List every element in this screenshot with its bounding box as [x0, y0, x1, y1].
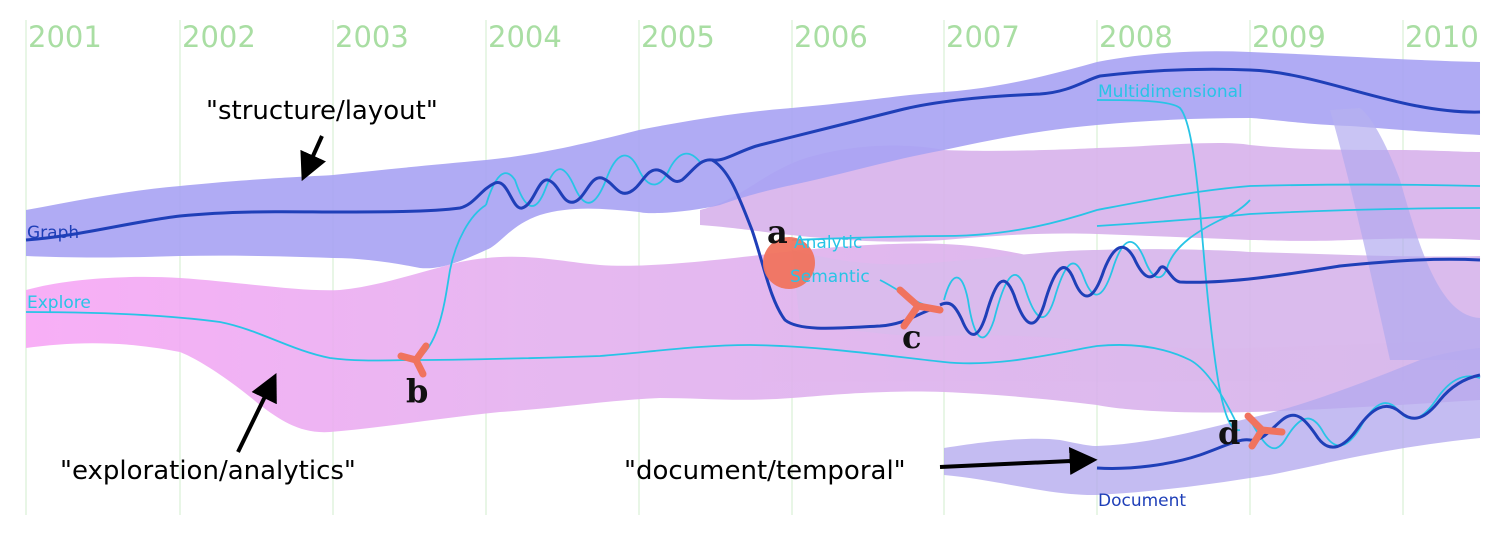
annotation-document: "document/temporal" [624, 456, 906, 486]
topic-label-graph: Graph [27, 223, 79, 243]
topic-label-document: Document [1098, 491, 1186, 511]
explore-line [25, 311, 1236, 421]
year-label: 2010 [1405, 20, 1479, 54]
topic-label-multidimensional: Multidimensional [1098, 82, 1243, 102]
document-wave-light [1249, 375, 1481, 450]
year-label: 2002 [182, 20, 256, 54]
arrow-structure [300, 135, 326, 182]
arrow-exploration [236, 372, 277, 453]
event-marker-a-circle [763, 237, 815, 289]
event-letter-a: a [767, 213, 788, 251]
split-marker-c [896, 286, 944, 330]
year-labels: 2001 2002 2003 2004 2005 2006 2007 2008 … [28, 20, 1479, 54]
split-marker-b [397, 342, 430, 378]
split-marker-d [1244, 412, 1286, 450]
graph-wave-light [485, 152, 701, 207]
year-label: 2008 [1099, 20, 1173, 54]
document-line [1096, 373, 1481, 470]
topic-label-analytic: Analytic [794, 233, 862, 253]
year-label: 2009 [1252, 20, 1326, 54]
year-label: 2006 [794, 20, 868, 54]
semantic-wave-light [943, 199, 1251, 339]
dark-topic-lines [25, 67, 1481, 470]
annotation-exploration: "exploration/analytics" [60, 456, 356, 486]
analytic-line [791, 183, 1481, 241]
graph-to-analytic [711, 158, 931, 330]
year-label: 2007 [946, 20, 1020, 54]
graph-band [26, 51, 1480, 269]
explore-branch-up [415, 204, 487, 361]
topic-label-semantic: Semantic [790, 267, 870, 287]
arrow-document [939, 447, 1098, 476]
year-label: 2005 [641, 20, 715, 54]
topic-label-explore: Explore [27, 293, 91, 313]
multidimensional-band [1330, 108, 1480, 360]
year-label: 2001 [28, 20, 102, 54]
year-label: 2004 [488, 20, 562, 54]
multidimensional-line [1096, 99, 1241, 431]
event-letter-b: b [406, 372, 428, 410]
graph-line [25, 67, 1481, 242]
semantic-wave-dark [939, 245, 1481, 336]
exploration-bands [26, 143, 1480, 433]
event-letter-c: c [902, 318, 921, 356]
light-topic-lines [25, 99, 1481, 450]
analytic-line-lower [1096, 207, 1481, 227]
analytic-band [700, 143, 1480, 242]
annotation-structure: "structure/layout" [206, 96, 438, 126]
year-label: 2003 [335, 20, 409, 54]
event-letter-d: d [1218, 414, 1240, 452]
